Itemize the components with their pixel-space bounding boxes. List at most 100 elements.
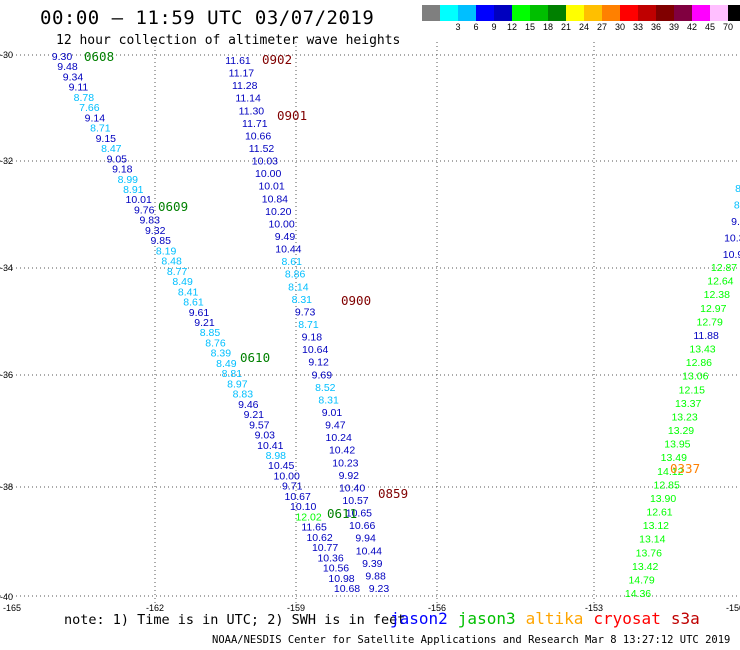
latitude-label: -38 bbox=[0, 482, 13, 492]
wave-height-value: 11.28 bbox=[232, 80, 258, 92]
wave-height-value: 10.66 bbox=[349, 520, 375, 532]
wave-height-value: 10.64 bbox=[302, 344, 328, 356]
wave-height-value: 8.91 bbox=[123, 184, 144, 196]
wave-height-value: 9.30 bbox=[52, 51, 73, 63]
wave-height-value: 9.83 bbox=[139, 215, 160, 227]
wave-height-value: 8.71 bbox=[90, 123, 111, 135]
map-subtitle: 12 hour collection of altimeter wave hei… bbox=[56, 33, 401, 48]
latitude-label: -32 bbox=[0, 156, 13, 166]
color-scale-label: 33 bbox=[632, 22, 643, 32]
color-scale-label: 6 bbox=[473, 22, 479, 32]
color-swatch bbox=[656, 5, 674, 21]
wave-height-value: 9.88 bbox=[365, 570, 386, 582]
wave-height-value: 9.57 bbox=[249, 419, 270, 431]
wave-height-value: 9.92 bbox=[339, 470, 360, 482]
color-scale-label: 15 bbox=[524, 22, 535, 32]
wave-height-value: 9. bbox=[731, 216, 740, 228]
wave-height-value: 11.71 bbox=[242, 118, 268, 130]
wave-height-value: 13.42 bbox=[632, 561, 658, 573]
wave-height-value: 9.18 bbox=[112, 164, 133, 176]
wave-height-value: 8.61 bbox=[281, 256, 302, 268]
color-swatch bbox=[728, 5, 740, 21]
wave-height-value: 9.21 bbox=[194, 317, 215, 329]
wave-height-value: 8.97 bbox=[227, 378, 248, 390]
wave-height-value: 10.84 bbox=[262, 193, 288, 205]
wave-height-value: 9.48 bbox=[57, 61, 78, 73]
wave-height-value: 10.3 bbox=[724, 233, 740, 245]
wave-height-value: 10.20 bbox=[265, 206, 291, 218]
color-scale-label: 27 bbox=[596, 22, 607, 32]
latitude-label: -34 bbox=[0, 263, 13, 273]
longitude-label: -162 bbox=[146, 603, 164, 613]
wave-height-value: 7.66 bbox=[79, 102, 100, 114]
color-scale-label: 9 bbox=[491, 22, 497, 32]
wave-height-value: 9.73 bbox=[295, 306, 316, 318]
wave-height-value: 12.15 bbox=[679, 384, 705, 396]
latitude-label: -30 bbox=[0, 50, 13, 60]
wave-height-value: 11.61 bbox=[225, 55, 251, 67]
wave-height-value: 9.47 bbox=[325, 420, 346, 432]
legend-item: cryosat bbox=[593, 609, 661, 628]
wave-height-value: 8.48 bbox=[161, 256, 182, 268]
wave-height-value: 14.36 bbox=[625, 588, 651, 600]
wave-height-value: 11.52 bbox=[249, 143, 275, 155]
wave-height-value: 8.52 bbox=[315, 382, 336, 394]
wave-height-value: 11.14 bbox=[235, 93, 261, 105]
lat-lon-grid bbox=[0, 42, 740, 604]
wave-height-value: 8.47 bbox=[101, 143, 122, 155]
wave-height-value: 8.41 bbox=[178, 286, 199, 298]
wave-height-value: 9.21 bbox=[244, 409, 265, 421]
pass-time-label: 0611 bbox=[327, 506, 357, 521]
color-scale-bar bbox=[422, 5, 740, 21]
wave-height-value: 8.99 bbox=[118, 174, 139, 186]
wave-height-value: 8.85 bbox=[200, 327, 221, 339]
wave-height-value: 13.95 bbox=[664, 439, 690, 451]
wave-height-value: 9.49 bbox=[275, 231, 296, 243]
wave-height-value: 8.77 bbox=[167, 266, 188, 278]
color-swatch bbox=[476, 5, 494, 21]
color-swatch bbox=[638, 5, 656, 21]
wave-height-value: 8.49 bbox=[172, 276, 193, 288]
wave-height-value: 10.00 bbox=[255, 168, 281, 180]
wave-height-value: 13.23 bbox=[671, 411, 697, 423]
color-swatch bbox=[710, 5, 728, 21]
color-swatch bbox=[422, 5, 440, 21]
wave-height-value: 9.11 bbox=[69, 82, 89, 94]
color-swatch bbox=[548, 5, 566, 21]
wave-height-value: 12.02 bbox=[295, 511, 321, 523]
wave-height-value: 9.39 bbox=[362, 558, 383, 570]
wave-height-value: 13.29 bbox=[668, 425, 694, 437]
wave-height-value: 9.34 bbox=[63, 72, 84, 84]
wave-height-value: 12.79 bbox=[697, 316, 723, 328]
wave-height-value: 10.00 bbox=[268, 218, 294, 230]
wave-height-value: 9.85 bbox=[150, 235, 171, 247]
wave-height-value: 10.42 bbox=[329, 445, 355, 457]
pass-time-label: 0337 bbox=[670, 461, 700, 476]
wave-height-value: 11.30 bbox=[239, 105, 265, 117]
wave-height-value: 10.36 bbox=[317, 552, 343, 564]
wave-height-value: 8.98 bbox=[266, 450, 287, 462]
wave-height-value: 12.64 bbox=[707, 276, 733, 288]
wave-height-value: 9.23 bbox=[369, 583, 390, 595]
color-swatch bbox=[530, 5, 548, 21]
color-swatch bbox=[584, 5, 602, 21]
wave-height-value: 13.12 bbox=[643, 520, 669, 532]
wave-height-value: 8.76 bbox=[205, 338, 226, 350]
wave-height-value: 8.31 bbox=[292, 294, 313, 306]
wave-height-value: 10.65 bbox=[346, 508, 372, 520]
wave-height-value: 10.62 bbox=[306, 532, 332, 544]
color-scale-label: 42 bbox=[686, 22, 697, 32]
pass-time-label: 0609 bbox=[158, 199, 188, 214]
wave-height-value: 12.97 bbox=[700, 303, 726, 315]
legend-item: altika bbox=[525, 609, 584, 628]
wave-height-value: 9.05 bbox=[107, 153, 128, 165]
wave-height-value: 12.87 bbox=[711, 262, 737, 274]
pass-time-label: 0902 bbox=[262, 52, 292, 67]
wave-height-value: 9.71 bbox=[282, 481, 303, 493]
color-scale-label: 39 bbox=[668, 22, 679, 32]
wave-height-value: 9.76 bbox=[134, 205, 155, 217]
wave-height-value: 12.86 bbox=[686, 357, 712, 369]
longitude-label: -159 bbox=[287, 603, 305, 613]
wave-height-value: 12.61 bbox=[646, 507, 672, 519]
map-title: 00:00 – 11:59 UTC 03/07/2019 bbox=[40, 7, 375, 29]
